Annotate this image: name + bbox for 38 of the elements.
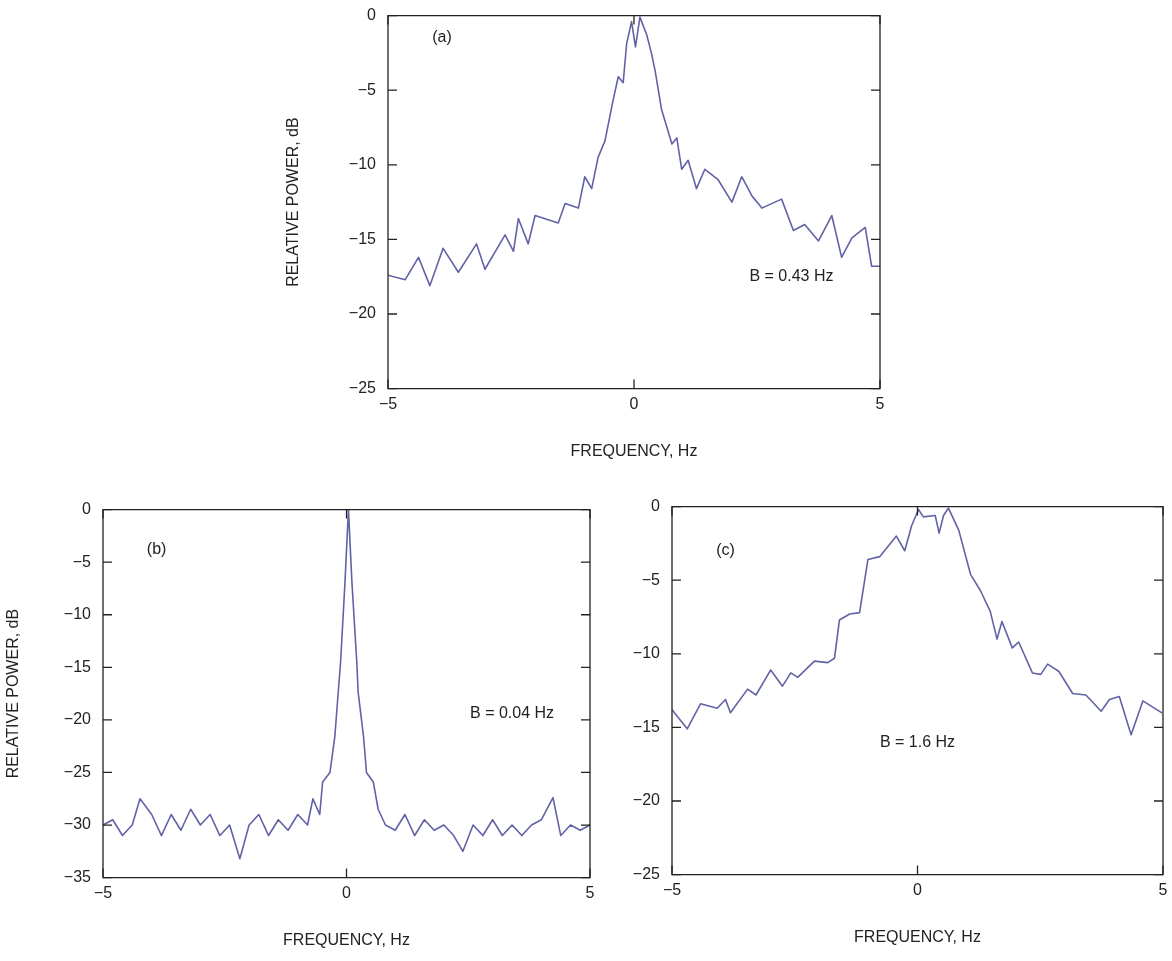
x-tick-label: 5 [875, 394, 885, 412]
y-tick-label: 0 [651, 497, 661, 515]
y-axis-title: RELATIVE POWER, dB [284, 117, 302, 287]
x-axis-title: FREQUENCY, Hz [854, 927, 981, 945]
x-tick-label: 5 [585, 883, 595, 901]
x-tick-label: −5 [378, 394, 398, 412]
annotation: B = 0.04 Hz [470, 704, 555, 722]
y-tick-label: −15 [348, 229, 377, 247]
y-tick-label: −25 [63, 762, 92, 780]
y-tick-label: −20 [63, 710, 92, 728]
y-tick-label: −5 [357, 80, 377, 98]
y-tick-label: 0 [367, 6, 377, 24]
annotation: (b) [146, 540, 167, 558]
y-tick-label: −35 [63, 868, 92, 886]
x-tick-label: −5 [93, 883, 113, 901]
y-tick-label: −30 [63, 815, 92, 833]
x-tick-label: 5 [1158, 880, 1168, 898]
y-tick-label: −5 [641, 570, 661, 588]
y-axis-title: RELATIVE POWER, dB [4, 608, 22, 779]
annotation: B = 1.6 Hz [879, 732, 956, 750]
y-tick-label: −5 [72, 552, 92, 570]
x-tick-label: −5 [662, 880, 682, 898]
y-tick-label: −25 [632, 865, 661, 883]
y-tick-label: −25 [348, 379, 377, 397]
annotation: (c) [716, 541, 735, 559]
y-tick-label: 0 [82, 500, 92, 518]
annotation: (a) [432, 28, 452, 46]
x-axis-title: FREQUENCY, Hz [570, 441, 698, 459]
x-tick-label: 0 [913, 880, 923, 898]
y-tick-label: −10 [348, 155, 377, 173]
annotation: B = 0.43 Hz [749, 267, 834, 285]
y-tick-label: −15 [632, 717, 661, 735]
y-tick-label: −20 [632, 791, 661, 809]
y-tick-label: −20 [348, 304, 377, 322]
y-tick-label: −10 [63, 605, 92, 623]
y-tick-label: −15 [63, 657, 92, 675]
y-tick-label: −10 [632, 644, 661, 662]
x-axis-title: FREQUENCY, Hz [283, 930, 410, 948]
